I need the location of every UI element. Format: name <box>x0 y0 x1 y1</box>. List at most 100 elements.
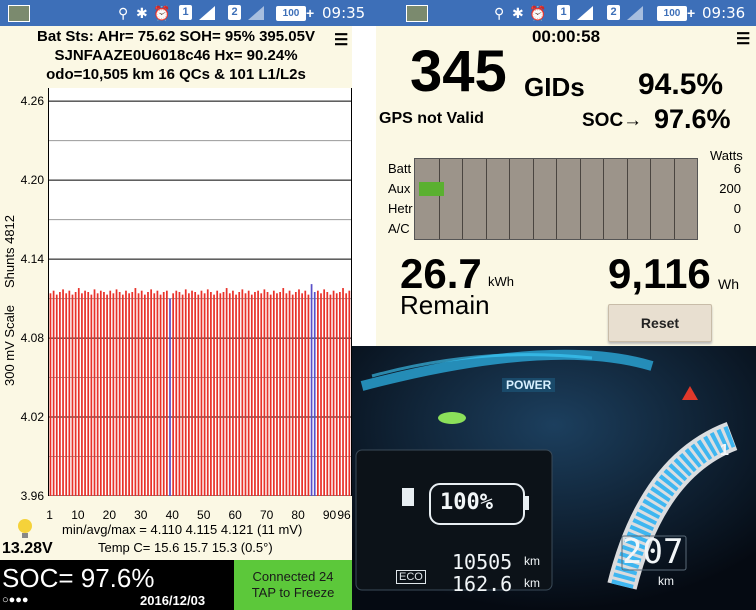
cell-voltage-bar <box>332 290 335 496</box>
cell-voltage-bar <box>81 293 83 496</box>
voltage-stats: min/avg/max = 4.110 4.115 4.121 (11 mV) <box>62 522 303 537</box>
wh-unit: Wh <box>718 276 739 292</box>
cell-voltage-bar <box>137 293 140 496</box>
cell-voltage-bar <box>109 290 112 496</box>
cell-voltage-bar <box>213 294 215 496</box>
trip-unit: km <box>524 576 540 590</box>
y-axis-label: 300 mV Scale <box>2 305 17 386</box>
right-status-bar: ⚲ ✱ ⏰ 1 2 100 + 09:36 <box>376 0 756 26</box>
reset-button[interactable]: Reset <box>608 304 712 342</box>
cell-voltage-bar <box>222 292 225 496</box>
cell-voltage-bar <box>162 292 165 496</box>
cell-voltage-bar <box>291 294 294 496</box>
meter-divider <box>485 159 487 239</box>
cell-voltage-bar <box>115 289 118 496</box>
soc-label: SOC→ <box>582 110 643 131</box>
cell-voltage-bar <box>348 290 351 496</box>
cell-voltage-bar <box>279 292 281 496</box>
cell-voltage-bar <box>304 290 307 496</box>
cell-voltage-bar <box>320 293 322 496</box>
soc-value: SOC= 97.6% <box>2 563 155 593</box>
chart-svg <box>49 100 351 497</box>
cell-voltage-bar <box>232 290 234 496</box>
connection-freeze-button[interactable]: Connected 24 TAP to Freeze <box>234 560 352 610</box>
cell-voltage-bar <box>326 292 329 496</box>
trip-meter: 162.6 <box>452 572 513 596</box>
y-tick-label: 4.02 <box>20 410 44 425</box>
cell-voltage-bar <box>329 294 332 496</box>
meter-divider <box>579 159 581 239</box>
meter-divider <box>509 159 510 239</box>
x-tick-label: 30 <box>134 508 148 522</box>
x-tick-label: 70 <box>259 508 274 522</box>
cell-voltage-bar <box>191 290 193 496</box>
clock: 09:36 <box>702 4 746 22</box>
cell-voltage-bar <box>244 293 247 496</box>
cell-voltage-bar <box>52 290 55 496</box>
range-value: 207 <box>622 532 684 572</box>
y-tick-label: 3.96 <box>20 489 44 503</box>
cell-voltage-bar <box>282 288 285 496</box>
cell-voltage-bar <box>184 289 187 496</box>
sim1-badge: 1 <box>179 5 192 20</box>
meter-row-watts: 200 <box>719 181 741 196</box>
cell-voltage-bar <box>150 289 152 496</box>
meter-divider <box>650 159 651 239</box>
cell-voltage-bar <box>313 292 316 496</box>
cell-voltage-screen[interactable]: Bat Sts: AHr= 75.62 SOH= 95% 395.05V SJN… <box>0 26 352 610</box>
x-tick-label: 80 <box>291 508 305 522</box>
cell-voltage-bar <box>339 292 341 496</box>
dashboard-photo: POWER 100% ECO 10505 km 162.6 km 207 km … <box>352 346 756 610</box>
meter-row-watts: 0 <box>733 221 741 236</box>
odometer-line: odo=10,505 km 16 QCs & 101 L1/L2s <box>46 66 306 83</box>
cell-voltage-bar <box>181 294 184 496</box>
alarm-icon: ⏰ <box>153 5 171 21</box>
cell-voltage-bar <box>316 290 319 496</box>
x-tick-label: 10 <box>71 508 85 522</box>
meter-divider <box>532 159 534 239</box>
cell-voltage-bar <box>143 294 146 496</box>
energy-screen[interactable]: 00:00:58 ☰ 345 GIDs 94.5% GPS not Valid … <box>376 26 756 346</box>
warning-icon <box>682 386 698 400</box>
sim2-badge: 2 <box>607 5 620 20</box>
cell-voltage-bar <box>260 293 263 496</box>
x-tick-label: 96 <box>337 508 351 522</box>
cell-voltage-bar <box>194 292 197 496</box>
cell-voltage-bar <box>257 290 259 496</box>
eco-car-icon <box>438 412 466 424</box>
cell-voltage-bar <box>263 289 266 496</box>
cell-voltage-bar <box>206 289 209 496</box>
battery-percent: 100% <box>440 490 493 515</box>
cell-voltage-bar <box>323 289 326 496</box>
vin-line: SJNFAAZE0U6018c46 Hx= 90.24% <box>54 47 298 64</box>
gps-status: GPS not Valid <box>379 110 484 127</box>
menu-icon[interactable]: ☰ <box>736 31 751 48</box>
cell-voltage-bar <box>159 294 162 496</box>
cell-voltage-bar <box>87 292 90 496</box>
signal-icon <box>248 6 264 20</box>
cell-voltage-bar <box>121 294 124 496</box>
wh-value: 9,116 <box>608 250 711 297</box>
cell-voltage-bar <box>298 289 300 496</box>
soc-bar: SOC= 97.6% ○●●● 2016/12/03 <box>0 560 234 610</box>
cell-voltage-bar <box>216 290 219 496</box>
menu-icon[interactable]: ☰ <box>334 32 349 49</box>
meter-row-watts: 6 <box>733 161 741 176</box>
cell-voltage-bar <box>254 292 256 496</box>
kwh-unit: kWh <box>488 274 514 289</box>
meter-row-watts: 0 <box>733 201 741 216</box>
eco-label: ECO <box>396 570 426 584</box>
battery-status-line: Bat Sts: AHr= 75.62 SOH= 95% 395.05V <box>37 28 315 45</box>
x-tick-label: 1 <box>46 508 53 522</box>
meter-divider <box>603 159 604 239</box>
cell-voltage-bar <box>93 289 96 496</box>
cell-voltage-bar <box>310 284 313 496</box>
gallery-thumbnail-icon <box>8 5 30 22</box>
bluetooth-icon: ✱ <box>512 5 524 21</box>
bluetooth-icon: ✱ <box>136 5 148 21</box>
gallery-thumbnail-icon <box>406 5 428 22</box>
connection-status: Connected 24 <box>252 569 334 584</box>
cell-voltage-bar <box>342 288 344 496</box>
cell-voltage-bar <box>250 294 253 496</box>
kwh-value: 26.7 <box>400 250 482 297</box>
